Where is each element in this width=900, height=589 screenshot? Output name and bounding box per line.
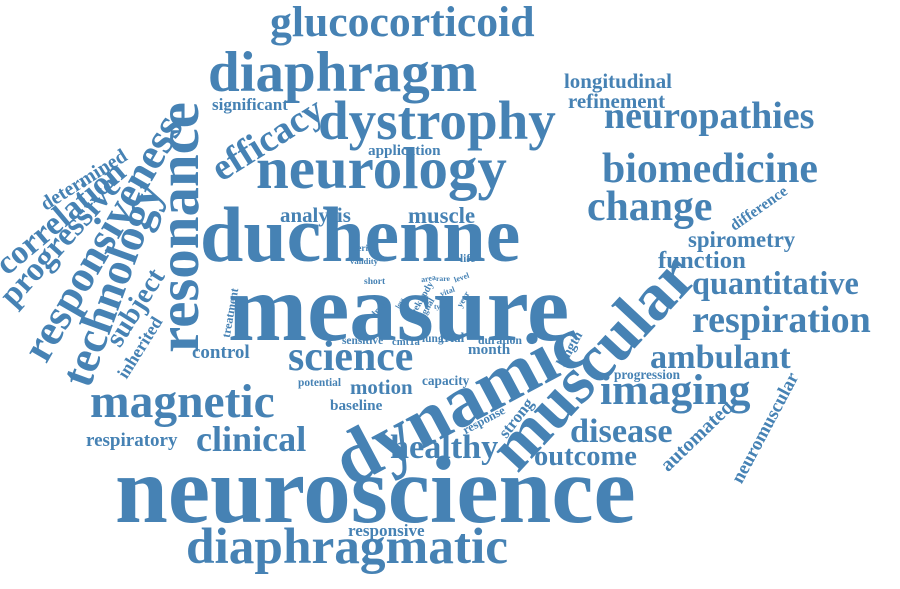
word-diaphragmatic: diaphragmatic: [186, 518, 509, 576]
word-potential: potential: [298, 377, 342, 390]
word-significant: significant: [212, 95, 288, 115]
word-healthy: healthy: [390, 428, 499, 466]
word-neuroscience: neuroscience: [115, 436, 636, 543]
word-short: short: [364, 277, 386, 288]
word-life: life: [460, 253, 476, 266]
word-muscle: muscle: [408, 202, 476, 228]
word-sensitive: sensitive: [342, 335, 384, 348]
word-responsive: responsive: [348, 521, 425, 541]
word-magnetic: magnetic: [90, 376, 275, 429]
word-period: period: [352, 244, 379, 255]
word-glucocorticoid: glucocorticoid: [270, 0, 535, 47]
word-disease: disease: [570, 412, 673, 450]
word-progression: progression: [614, 367, 681, 383]
word-quantitative: quantitative: [692, 264, 859, 301]
word-duchenne: duchenne: [200, 192, 521, 279]
word-capacity: capacity: [422, 373, 470, 389]
word-respiration: respiration: [692, 299, 871, 341]
word-rare: rare: [436, 274, 450, 284]
word-cmt1a: cmt1a: [392, 335, 420, 348]
word-spirometry: spirometry: [688, 226, 796, 252]
word-application: application: [368, 142, 441, 160]
word-ambulant: ambulant: [650, 338, 791, 376]
word-duration: duration: [478, 333, 522, 348]
word-trial: trial: [440, 330, 465, 346]
word-lung: lung: [422, 333, 444, 346]
word-diaphragm: diaphragm: [208, 40, 478, 104]
word-refinement: refinement: [568, 88, 666, 113]
word-outcome: outcome: [534, 440, 637, 472]
word-motion: motion: [350, 374, 413, 399]
word-validity: validity: [350, 255, 378, 266]
word-control: control: [192, 341, 250, 363]
word-science: science: [288, 334, 414, 381]
word-respiratory: respiratory: [86, 429, 178, 451]
word-neuropathies: neuropathies: [604, 95, 815, 137]
word-baseline: baseline: [330, 397, 383, 415]
word-analysis: analysis: [280, 202, 351, 227]
word-neurology: neurology: [256, 135, 507, 201]
word-function: function: [658, 246, 746, 274]
word-longitudinal: longitudinal: [564, 68, 672, 93]
word-imaging: imaging: [600, 366, 751, 415]
word-dystrophy: dystrophy: [318, 90, 556, 152]
word-clinical: clinical: [196, 418, 307, 459]
word-measure: measure: [228, 254, 570, 361]
word-change: change: [587, 184, 713, 231]
word-biomedicine: biomedicine: [602, 146, 818, 193]
word-type: type: [434, 302, 448, 312]
word-month: month: [468, 341, 511, 359]
